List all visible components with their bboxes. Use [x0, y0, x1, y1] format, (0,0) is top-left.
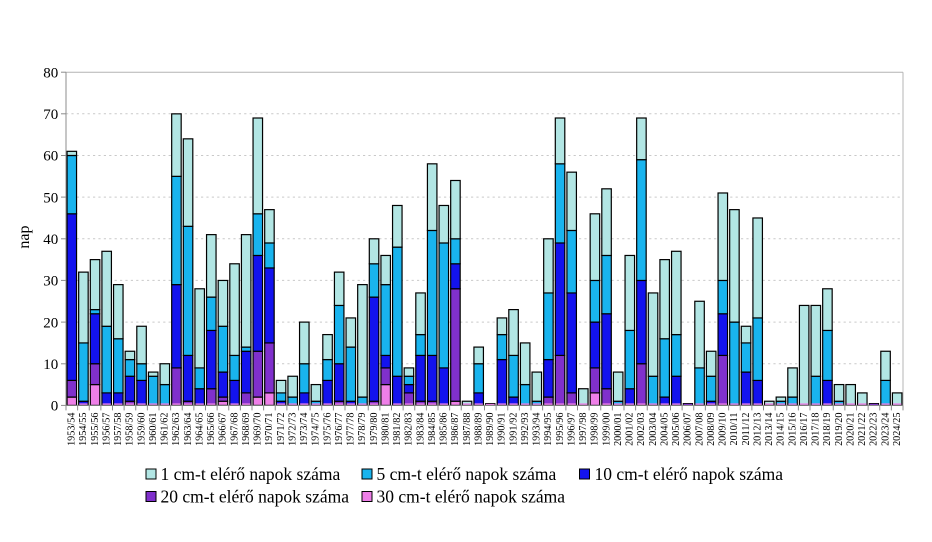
svg-text:1969/70: 1969/70 [253, 413, 264, 446]
svg-text:1995/96: 1995/96 [555, 413, 566, 446]
svg-text:2015/16: 2015/16 [787, 413, 798, 446]
svg-text:1993/94: 1993/94 [532, 413, 543, 446]
svg-text:1981/82: 1981/82 [392, 413, 403, 446]
svg-text:1970/71: 1970/71 [264, 413, 275, 446]
svg-text:2020/21: 2020/21 [845, 413, 856, 446]
svg-text:1987/88: 1987/88 [462, 413, 473, 446]
svg-text:0: 0 [51, 399, 59, 415]
svg-text:20: 20 [43, 315, 58, 331]
svg-text:20 cm-t elérő napok száma: 20 cm-t elérő napok száma [161, 487, 350, 507]
svg-text:2010/11: 2010/11 [729, 413, 740, 446]
svg-text:2003/04: 2003/04 [648, 413, 659, 446]
svg-text:2012/13: 2012/13 [752, 413, 763, 446]
svg-text:1983/84: 1983/84 [415, 413, 426, 446]
svg-text:60: 60 [43, 149, 58, 165]
svg-text:1963/64: 1963/64 [183, 413, 194, 446]
svg-text:1955/56: 1955/56 [90, 413, 101, 446]
svg-text:2009/10: 2009/10 [718, 413, 729, 446]
svg-text:1961/62: 1961/62 [160, 413, 171, 446]
svg-text:1978/79: 1978/79 [357, 413, 368, 446]
svg-text:2000/01: 2000/01 [613, 413, 624, 446]
svg-text:1982/83: 1982/83 [404, 413, 415, 446]
svg-text:nap: nap [16, 225, 33, 248]
svg-text:30 cm-t elérő napok száma: 30 cm-t elérő napok száma [377, 487, 566, 507]
svg-text:1966/67: 1966/67 [218, 413, 229, 446]
svg-text:1973/74: 1973/74 [299, 413, 310, 446]
svg-text:70: 70 [43, 107, 58, 123]
svg-text:1959/60: 1959/60 [136, 413, 147, 446]
svg-text:1984/85: 1984/85 [427, 413, 438, 446]
svg-text:1967/68: 1967/68 [229, 413, 240, 446]
svg-text:1972/73: 1972/73 [287, 413, 298, 446]
svg-text:10: 10 [43, 357, 58, 373]
svg-text:1965/66: 1965/66 [206, 413, 217, 446]
svg-text:2018/19: 2018/19 [822, 413, 833, 446]
svg-text:1989/90: 1989/90 [485, 413, 496, 446]
svg-text:1962/63: 1962/63 [171, 413, 182, 446]
svg-text:1954/55: 1954/55 [78, 413, 89, 446]
svg-text:1960/61: 1960/61 [148, 413, 159, 446]
svg-text:1996/97: 1996/97 [566, 413, 577, 446]
svg-text:2021/22: 2021/22 [857, 413, 868, 446]
svg-text:2008/09: 2008/09 [706, 413, 717, 446]
svg-text:2002/03: 2002/03 [636, 413, 647, 446]
svg-text:1999/00: 1999/00 [601, 413, 612, 446]
svg-text:1 cm-t elérő napok száma: 1 cm-t elérő napok száma [161, 464, 341, 484]
svg-text:1997/98: 1997/98 [578, 413, 589, 446]
svg-text:1971/72: 1971/72 [276, 413, 287, 446]
svg-text:1985/86: 1985/86 [439, 413, 450, 446]
svg-text:2004/05: 2004/05 [659, 413, 670, 446]
svg-text:10 cm-t elérő napok száma: 10 cm-t elérő napok száma [595, 464, 784, 484]
svg-text:2014/15: 2014/15 [776, 413, 787, 446]
svg-text:1992/93: 1992/93 [520, 413, 531, 446]
svg-text:1953/54: 1953/54 [67, 413, 78, 446]
svg-text:1994/95: 1994/95 [543, 413, 554, 446]
svg-text:30: 30 [43, 274, 58, 290]
svg-text:1968/69: 1968/69 [241, 413, 252, 446]
svg-text:2007/08: 2007/08 [694, 413, 705, 446]
svg-text:1998/99: 1998/99 [590, 413, 601, 446]
svg-text:1976/77: 1976/77 [334, 413, 345, 446]
svg-text:80: 80 [43, 65, 58, 81]
svg-text:1991/92: 1991/92 [508, 413, 519, 446]
svg-text:2024/25: 2024/25 [892, 413, 903, 446]
svg-text:2023/24: 2023/24 [880, 413, 891, 446]
svg-text:1958/59: 1958/59 [125, 413, 136, 446]
svg-text:2006/07: 2006/07 [683, 413, 694, 446]
svg-text:50: 50 [43, 190, 58, 206]
svg-text:2001/02: 2001/02 [625, 413, 636, 446]
svg-text:1977/78: 1977/78 [346, 413, 357, 446]
svg-text:1986/87: 1986/87 [450, 413, 461, 446]
svg-text:2005/06: 2005/06 [671, 413, 682, 446]
svg-text:1980/81: 1980/81 [380, 413, 391, 446]
svg-text:2017/18: 2017/18 [811, 413, 822, 446]
svg-text:1979/80: 1979/80 [369, 413, 380, 446]
svg-text:2022/23: 2022/23 [869, 413, 880, 446]
svg-text:1990/91: 1990/91 [497, 413, 508, 446]
svg-text:5 cm-t elérő napok száma: 5 cm-t elérő napok száma [377, 464, 557, 484]
svg-text:2011/12: 2011/12 [741, 413, 752, 446]
svg-text:40: 40 [43, 232, 58, 248]
svg-text:2013/14: 2013/14 [764, 413, 775, 446]
svg-text:2019/20: 2019/20 [834, 413, 845, 446]
svg-text:2016/17: 2016/17 [799, 413, 810, 446]
svg-text:1974/75: 1974/75 [311, 413, 322, 446]
svg-text:1957/58: 1957/58 [113, 413, 124, 446]
svg-text:1975/76: 1975/76 [322, 413, 333, 446]
svg-text:1956/57: 1956/57 [101, 413, 112, 446]
svg-text:1988/89: 1988/89 [473, 413, 484, 446]
svg-text:1964/65: 1964/65 [194, 413, 205, 446]
